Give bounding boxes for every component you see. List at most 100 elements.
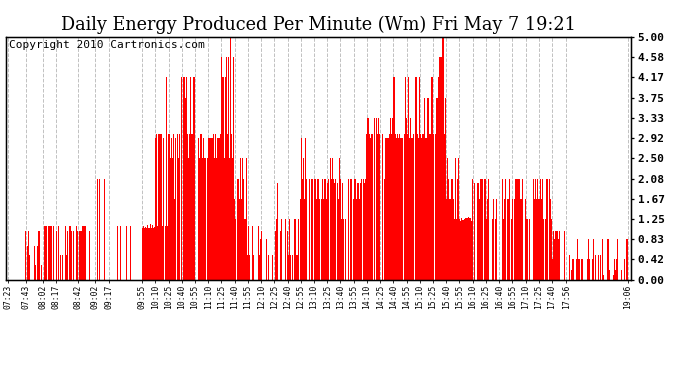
Bar [340, 178, 341, 280]
Bar [260, 239, 261, 280]
Bar [432, 77, 433, 280]
Bar [387, 138, 388, 280]
Bar [607, 239, 608, 280]
Bar [200, 134, 201, 280]
Bar [445, 98, 446, 280]
Bar [342, 183, 343, 280]
Bar [549, 178, 550, 280]
Bar [482, 178, 483, 280]
Bar [79, 231, 80, 280]
Text: Copyright 2010 Cartronics.com: Copyright 2010 Cartronics.com [9, 40, 204, 50]
Bar [360, 183, 361, 280]
Bar [303, 158, 304, 280]
Bar [540, 178, 541, 280]
Bar [316, 199, 317, 280]
Bar [68, 226, 70, 280]
Bar [331, 178, 332, 280]
Bar [509, 178, 510, 280]
Bar [364, 183, 365, 280]
Bar [210, 138, 211, 280]
Bar [459, 219, 460, 280]
Bar [452, 178, 453, 280]
Bar [424, 138, 426, 280]
Bar [207, 158, 208, 280]
Bar [173, 134, 175, 280]
Bar [558, 239, 559, 280]
Bar [478, 183, 480, 280]
Bar [368, 118, 369, 280]
Bar [614, 259, 615, 280]
Bar [66, 255, 67, 280]
Bar [421, 138, 422, 280]
Bar [474, 183, 475, 280]
Bar [466, 217, 467, 280]
Bar [168, 134, 169, 280]
Bar [513, 199, 515, 280]
Bar [586, 259, 588, 280]
Bar [82, 226, 83, 280]
Bar [462, 219, 464, 280]
Bar [371, 134, 372, 280]
Bar [198, 138, 199, 280]
Bar [372, 134, 373, 280]
Bar [615, 270, 616, 280]
Bar [219, 138, 220, 280]
Bar [543, 219, 544, 280]
Bar [90, 226, 92, 280]
Bar [149, 228, 150, 280]
Bar [178, 158, 179, 280]
Bar [588, 239, 589, 280]
Bar [332, 158, 333, 280]
Bar [393, 77, 394, 280]
Bar [48, 226, 49, 280]
Bar [512, 199, 513, 280]
Bar [289, 219, 290, 280]
Bar [327, 183, 328, 280]
Bar [431, 77, 432, 280]
Bar [154, 227, 155, 280]
Bar [309, 178, 310, 280]
Title: Daily Energy Produced Per Minute (Wm) Fri May 7 19:21: Daily Energy Produced Per Minute (Wm) Fr… [61, 16, 576, 35]
Bar [351, 178, 353, 280]
Bar [522, 178, 524, 280]
Bar [222, 77, 223, 280]
Bar [355, 178, 356, 280]
Bar [141, 227, 143, 280]
Bar [454, 219, 455, 280]
Bar [261, 231, 262, 280]
Bar [423, 134, 424, 280]
Bar [600, 255, 601, 280]
Bar [208, 138, 210, 280]
Bar [160, 134, 161, 280]
Bar [370, 138, 371, 280]
Bar [404, 134, 405, 280]
Bar [569, 255, 570, 280]
Bar [571, 270, 572, 280]
Bar [45, 226, 46, 280]
Bar [455, 219, 456, 280]
Bar [148, 228, 149, 280]
Bar [598, 255, 599, 280]
Bar [27, 246, 28, 280]
Bar [99, 178, 100, 280]
Bar [367, 118, 368, 280]
Bar [328, 183, 329, 280]
Bar [188, 158, 189, 280]
Bar [467, 218, 468, 280]
Bar [156, 134, 157, 280]
Bar [582, 259, 583, 280]
Bar [457, 178, 458, 280]
Bar [572, 259, 573, 280]
Bar [189, 134, 190, 280]
Bar [602, 275, 604, 280]
Bar [621, 270, 622, 280]
Bar [305, 138, 306, 280]
Bar [51, 226, 52, 280]
Bar [130, 226, 131, 280]
Bar [446, 158, 448, 280]
Bar [480, 178, 481, 280]
Bar [117, 226, 118, 280]
Bar [410, 118, 411, 280]
Bar [427, 98, 428, 280]
Bar [525, 199, 526, 280]
